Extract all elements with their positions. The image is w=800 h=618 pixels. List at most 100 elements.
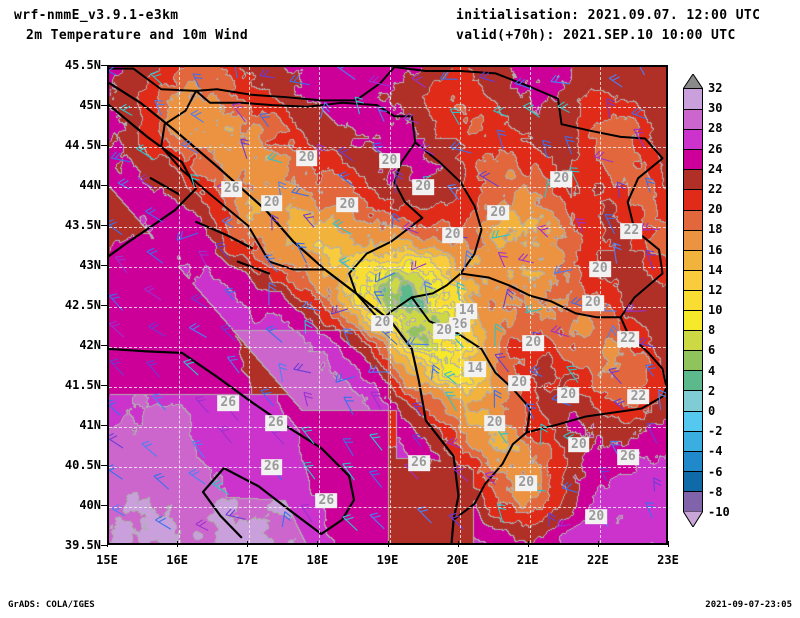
wind-barb xyxy=(289,74,310,86)
wind-barb xyxy=(268,281,277,306)
wind-barb xyxy=(569,167,580,186)
initialisation-time: initialisation: 2021.09.07. 12:00 UTC xyxy=(456,8,761,23)
contour-label: 26 xyxy=(260,459,283,475)
lon-tick-mark xyxy=(597,541,599,547)
wind-barb xyxy=(514,77,533,90)
wind-barb xyxy=(183,358,199,376)
wind-barb xyxy=(109,67,117,76)
wind-barb xyxy=(300,504,313,523)
valid-time: valid(+70h): 2021.SEP.10 10:00 UTC xyxy=(456,28,736,43)
wind-barb xyxy=(145,207,164,223)
colorbar-separator xyxy=(684,269,702,271)
gridline-vertical xyxy=(179,67,181,543)
wind-barb xyxy=(190,293,209,309)
contour-label: 20 xyxy=(508,375,531,391)
colorbar-segment xyxy=(684,310,702,331)
wind-barb xyxy=(411,74,427,89)
longitude-axis: 15E 16E 17E 18E 19E 20E 21E 22E 23E xyxy=(96,541,679,569)
lat-tick-label: 41.5N xyxy=(64,378,101,392)
contour-label: 14 xyxy=(455,303,478,319)
gridline-horizontal xyxy=(109,347,666,348)
wind-barb xyxy=(373,291,385,305)
wind-barb xyxy=(316,143,326,158)
wind-barb xyxy=(153,473,170,490)
wind-barb xyxy=(293,362,312,374)
field-title: 2m Temperature and 10m Wind xyxy=(26,28,249,43)
colorbar-tick-label: 14 xyxy=(708,262,723,277)
lat-tick-label: 42N xyxy=(79,338,101,352)
border-path xyxy=(194,220,253,250)
wind-barb xyxy=(550,325,569,338)
gridline-horizontal xyxy=(109,387,666,388)
colorbar-segment xyxy=(684,269,702,290)
wind-barb xyxy=(494,352,510,373)
contour-label: 26 xyxy=(265,415,287,431)
lat-tick-mark xyxy=(101,185,107,186)
lat-tick-label: 40.5N xyxy=(64,458,101,472)
wind-barb xyxy=(639,67,645,76)
contour-label: 20 xyxy=(441,227,464,243)
wind-barb xyxy=(593,150,614,163)
footer-timestamp: 2021-09-07-23:05 xyxy=(705,600,792,610)
wind-barb xyxy=(332,219,352,235)
wind-barb xyxy=(188,468,206,485)
wind-barb xyxy=(234,67,238,79)
wind-barb xyxy=(548,512,556,527)
border-path xyxy=(109,104,198,258)
wind-barb xyxy=(226,355,240,374)
colorbar-tick-label: 22 xyxy=(708,181,723,196)
wind-barb xyxy=(338,256,354,272)
wind-barb xyxy=(575,218,586,233)
colorbar-tick-label: 28 xyxy=(708,121,723,136)
lon-tick-label: 16E xyxy=(166,553,188,567)
gridline-vertical xyxy=(529,67,531,543)
lon-tick-mark xyxy=(387,541,389,547)
wind-barb xyxy=(146,360,161,378)
contour-label: 22 xyxy=(617,331,639,347)
border-path xyxy=(525,395,664,434)
lon-tick-mark xyxy=(668,541,669,547)
wind-barb xyxy=(109,320,125,338)
wind-barb xyxy=(612,242,622,264)
wind-barb xyxy=(491,229,511,239)
wind-barb xyxy=(440,71,458,80)
wind-barb xyxy=(264,254,278,273)
wind-barb xyxy=(109,432,124,449)
map-plot-area[interactable]: 20 26 20 20 20 20 20 20 20 22 20 20 14 26 20 20 20 22 14 20… xyxy=(107,65,668,545)
gridline-horizontal xyxy=(109,227,666,228)
latitude-axis: 39.5N 40N 40.5N 41N 41.5N 42N 42.5N 43N 43.5N 44N… xyxy=(0,58,107,552)
wind-barb xyxy=(194,395,209,414)
lon-tick-mark xyxy=(247,541,249,547)
wind-barb xyxy=(653,477,662,492)
gridline-horizontal xyxy=(109,307,666,308)
wind-barb xyxy=(151,393,166,411)
colorbar-tick-label: 2 xyxy=(708,383,716,398)
contour-label: 20 xyxy=(412,179,434,195)
colorbar-separator xyxy=(684,450,702,452)
wind-barb xyxy=(604,213,616,235)
lat-tick-label: 39.5N xyxy=(64,538,101,552)
wind-barb xyxy=(456,282,466,301)
lon-tick-label: 22E xyxy=(587,553,609,567)
wind-barb xyxy=(302,213,315,229)
lat-tick-mark xyxy=(101,305,107,306)
wind-barb xyxy=(296,242,307,264)
colorbar-separator xyxy=(684,430,702,432)
gridline-horizontal xyxy=(109,187,666,188)
wind-barb xyxy=(564,136,575,155)
lat-tick-label: 40N xyxy=(79,498,101,512)
colorbar-tick-label: 0 xyxy=(708,404,716,419)
lat-tick-mark xyxy=(101,145,107,146)
colorbar-separator xyxy=(684,169,702,171)
wind-barb xyxy=(423,281,433,304)
wind-barb xyxy=(192,73,203,88)
colorbar-segment xyxy=(684,390,702,411)
contour-labels: 20 26 20 20 20 20 20 20 20 22 20 20 14 26 20 20 20 22 14 20… xyxy=(109,67,666,543)
wind-barb xyxy=(220,324,236,341)
border-path xyxy=(109,347,356,539)
wind-barb xyxy=(645,502,656,519)
colorbar-segment xyxy=(684,330,702,351)
gridline-horizontal xyxy=(109,267,666,268)
colorbar-tick-label: 16 xyxy=(708,242,723,257)
colorbar-segment xyxy=(684,189,702,210)
